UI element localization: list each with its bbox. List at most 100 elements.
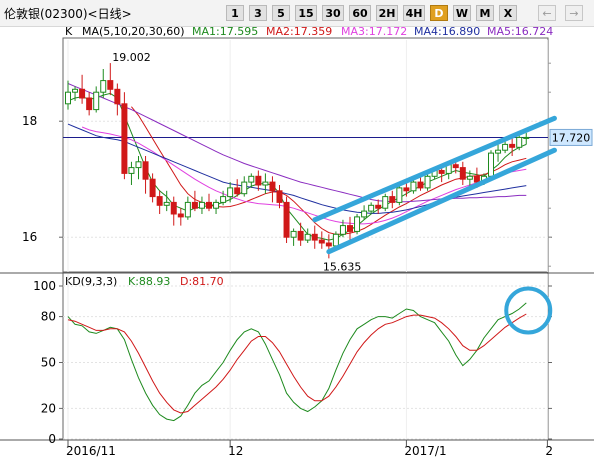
period-button-5[interactable]: 5 [272, 5, 290, 21]
candle-body [255, 175, 262, 186]
x-tick-label: 2 [545, 444, 553, 458]
candle-body [452, 164, 459, 169]
candle-body [135, 161, 142, 169]
main-y-tick-label: 16 [22, 230, 37, 244]
candle-body [128, 167, 135, 174]
chart-title: 伦敦银(02300)<日线> [4, 7, 132, 21]
period-button-3[interactable]: 3 [249, 5, 267, 21]
ma1-legend: MA1:17.595 [192, 25, 259, 38]
candle-body [177, 213, 184, 218]
period-button-x[interactable]: X [499, 5, 517, 21]
kd-y-tick-label: 20 [41, 401, 56, 415]
kd-k-legend: K:88.93 [128, 275, 171, 288]
candle-body [79, 88, 86, 99]
candle-body [410, 181, 417, 192]
candle-body [213, 201, 220, 209]
last-price-box [549, 128, 593, 146]
candle-body [495, 149, 502, 154]
candle-body [417, 181, 424, 189]
candle-body [332, 233, 339, 247]
x-tick-label: 12 [228, 444, 243, 458]
min-price-annotation: 15.635 [323, 260, 362, 273]
ma5-legend: MA5:16.724 [487, 25, 554, 38]
candle-body [142, 161, 149, 180]
period-button-2h[interactable]: 2H [376, 5, 398, 21]
candle-body [206, 201, 212, 209]
candle-body [191, 201, 198, 209]
period-button-60[interactable]: 60 [349, 5, 371, 21]
toolbar: 伦敦银(02300)<日线> 1 3 5 15 30 60 2H 4H D W M X ← → [0, 0, 594, 27]
candle-body [354, 216, 361, 232]
candle-body [149, 178, 156, 198]
ma4-legend: MA4:16.890 [414, 25, 481, 38]
candle-body [72, 88, 79, 93]
candle-body [325, 242, 332, 247]
candle-body [368, 204, 375, 212]
candle-body [516, 136, 523, 148]
ma-line-ma3 [81, 126, 527, 225]
candle-body [488, 152, 494, 177]
period-button-1[interactable]: 1 [226, 5, 244, 21]
period-button-4h[interactable]: 4H [403, 5, 425, 21]
ma3-legend: MA3:17.172 [341, 25, 408, 38]
kd-y-tick-label: 50 [41, 356, 56, 370]
kd-params-label: KD(9,3,3) [65, 275, 118, 288]
channel-lower-line [326, 147, 557, 255]
candle-body [438, 170, 445, 174]
candle-body [283, 201, 290, 238]
candle-body [297, 230, 304, 241]
candle-body [389, 196, 396, 203]
candle-body [382, 196, 389, 209]
period-button-m[interactable]: M [476, 5, 494, 21]
k-legend-label: K [65, 25, 73, 38]
period-button-15[interactable]: 15 [295, 5, 317, 21]
candle-body [473, 175, 480, 183]
candle-body [107, 80, 114, 90]
kd-line-k [67, 302, 527, 422]
x-tick-label: 2016/11 [66, 444, 116, 458]
candle-body [502, 143, 509, 151]
candle-body [262, 181, 269, 186]
kd-y-tick-label: 0 [48, 432, 56, 446]
kd-panel-frame [62, 272, 549, 441]
arrow-right-icon[interactable]: → [565, 5, 583, 21]
candle-body [100, 80, 107, 93]
candle-body [156, 196, 163, 206]
candle-body [121, 103, 128, 174]
candle-body [234, 187, 241, 195]
last-price-label: 17.720 [552, 131, 591, 144]
candle-body [339, 225, 346, 235]
candle-body [347, 225, 353, 232]
period-button-30[interactable]: 30 [322, 5, 344, 21]
ma2-legend: MA2:17.359 [266, 25, 333, 38]
candle-body [198, 201, 205, 209]
candle-body [396, 187, 403, 203]
candle-body [163, 201, 170, 206]
candle-body [86, 97, 93, 111]
candle-body [114, 88, 121, 105]
kd-highlight-circle [504, 286, 553, 335]
candle-body [403, 187, 410, 192]
candle-body [276, 190, 283, 203]
candle-body [220, 196, 227, 203]
candle-body [318, 239, 325, 244]
candle-body [170, 201, 177, 215]
candle-body [93, 91, 100, 111]
candle-body [311, 233, 318, 241]
candle-body [523, 136, 530, 139]
period-button-w[interactable]: W [453, 5, 471, 21]
candle-body [375, 204, 382, 209]
candle-body [241, 181, 248, 195]
candle-body [65, 91, 71, 105]
channel-upper-line [312, 115, 557, 223]
candle-body [459, 167, 466, 180]
candle-body [227, 187, 234, 198]
candle-body [466, 175, 473, 180]
candle-body [361, 210, 368, 218]
period-button-d[interactable]: D [430, 5, 448, 21]
kd-d-legend: D:81.70 [180, 275, 224, 288]
arrow-left-icon[interactable]: ← [538, 5, 556, 21]
kd-line-d [67, 313, 527, 414]
